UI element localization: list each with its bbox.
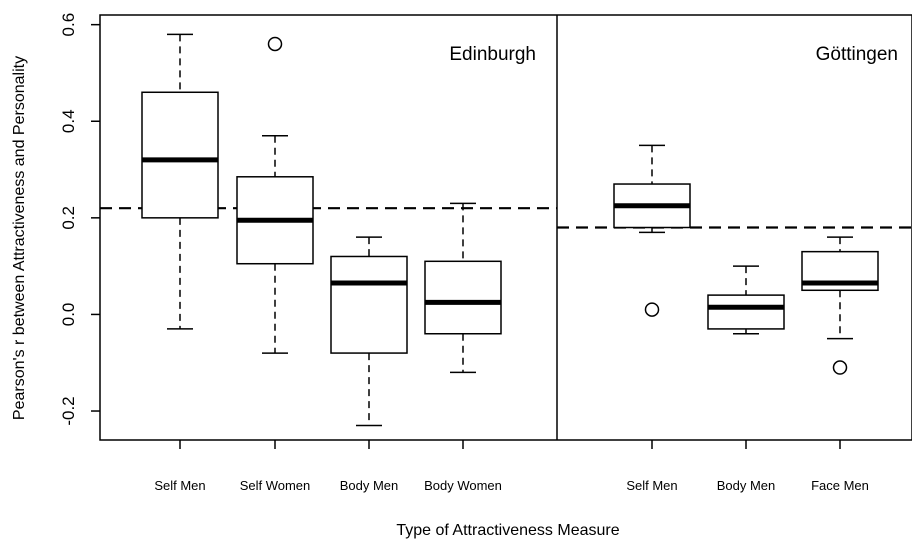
x-axis: Self Men Self Women Body Men Body Women Self… (154, 440, 869, 493)
y-axis: -0.2 0.0 0.2 0.4 0.6 (59, 13, 100, 426)
panel-title-gottingen: Göttingen (816, 44, 898, 65)
boxes (141, 33, 879, 427)
x-tick-label: Body Men (340, 478, 399, 493)
box-edinburgh-self-men (141, 33, 219, 330)
box-edinburgh-body-women (424, 202, 502, 374)
iqr-box (707, 294, 785, 330)
box-gottingen-body-men (707, 265, 785, 335)
x-tick-label: Self Women (240, 478, 311, 493)
box-gottingen-self-men (613, 144, 691, 317)
outlier-point (644, 302, 660, 317)
x-tick-label: Body Men (717, 478, 776, 493)
x-axis-title: Type of Attractiveness Measure (396, 522, 619, 539)
iqr-box (141, 91, 219, 219)
panel-title-edinburgh: Edinburgh (449, 44, 536, 65)
y-tick-label: 0.4 (59, 109, 78, 133)
box-edinburgh-body-men (330, 236, 408, 427)
box-gottingen-face-men (801, 236, 879, 375)
plot-border (99, 14, 912, 441)
y-tick-label: 0.6 (59, 13, 78, 37)
x-tick-label: Self Men (626, 478, 677, 493)
box-edinburgh-self-women (236, 36, 314, 354)
y-tick-label: -0.2 (59, 396, 78, 425)
iqr-box (424, 260, 502, 335)
x-tick-label: Self Men (154, 478, 205, 493)
iqr-box (330, 255, 408, 354)
y-tick-label: 0.0 (59, 303, 78, 327)
reference-lines (100, 207, 912, 229)
outlier-point (267, 36, 283, 52)
x-tick-label: Face Men (811, 478, 869, 493)
y-axis-title: Pearson's r between Attractiveness and P… (11, 56, 28, 420)
outlier-point (832, 360, 848, 375)
y-tick-label: 0.2 (59, 206, 78, 230)
x-tick-label: Body Women (424, 478, 502, 493)
